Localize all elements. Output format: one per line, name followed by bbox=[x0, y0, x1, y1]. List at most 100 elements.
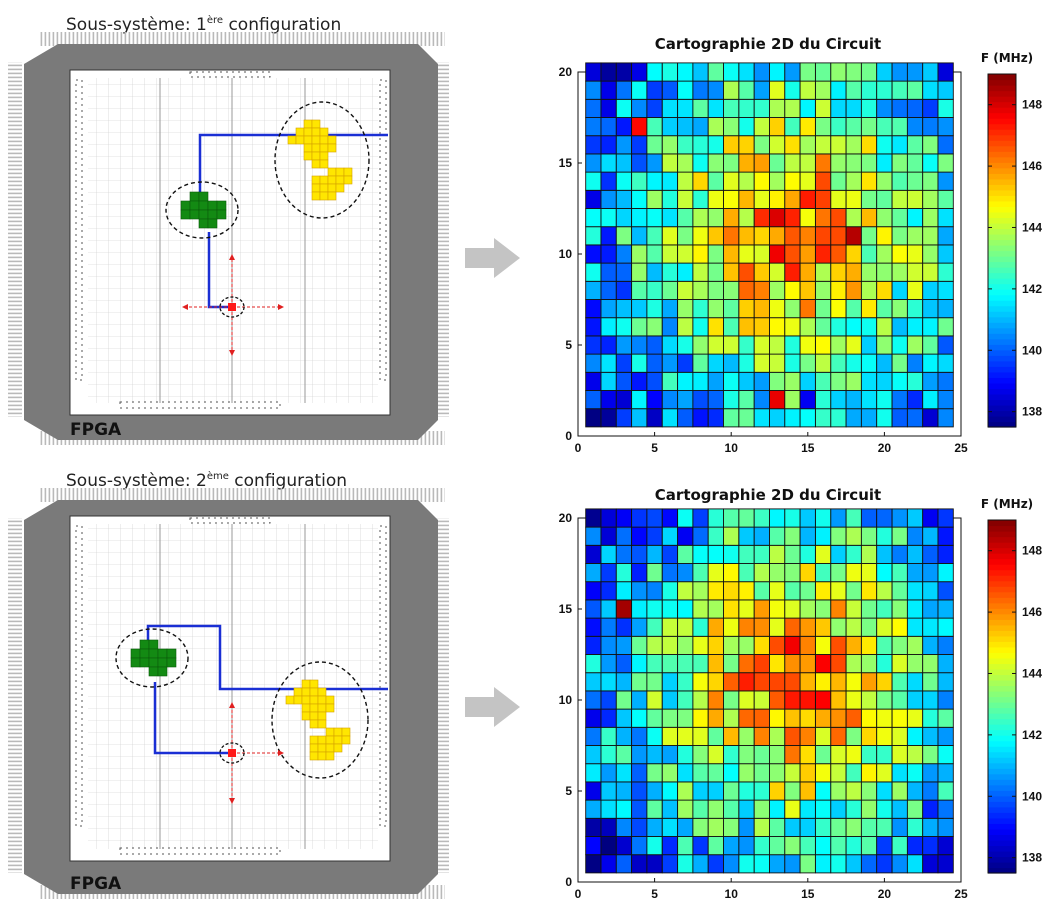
colorbar-segment bbox=[988, 613, 1016, 620]
heatmap-cell bbox=[646, 371, 663, 391]
colorbar-segment bbox=[988, 536, 1016, 543]
heatmap-cell bbox=[922, 62, 939, 82]
heatmap-cell bbox=[784, 836, 801, 856]
heatmap-cell bbox=[677, 317, 694, 337]
heatmap-cell bbox=[799, 763, 816, 783]
heatmap-cell bbox=[860, 299, 878, 319]
heatmap-cell bbox=[738, 836, 755, 856]
heatmap-cell bbox=[891, 617, 908, 637]
block-boundary bbox=[274, 101, 370, 219]
heatmap-cell bbox=[646, 745, 663, 765]
heatmap-cell bbox=[922, 708, 939, 728]
heatmap-cell bbox=[830, 726, 847, 746]
colorbar-segment bbox=[988, 657, 1016, 665]
heatmap-cell bbox=[845, 335, 862, 355]
heatmap-cell bbox=[677, 599, 694, 619]
ring-oscillator-sensor bbox=[228, 303, 236, 311]
heatmap-cell bbox=[723, 508, 740, 528]
colorbar-segment bbox=[988, 856, 1016, 863]
heatmap-cell bbox=[753, 62, 770, 82]
heatmap-cell bbox=[692, 654, 709, 674]
heatmap-cells bbox=[585, 62, 954, 428]
heatmap-cell bbox=[753, 244, 770, 264]
heatmap-cell bbox=[799, 371, 816, 391]
heatmap-cell bbox=[600, 335, 617, 355]
heatmap-cell bbox=[753, 117, 770, 137]
heatmap-cell bbox=[784, 854, 801, 874]
heatmap-cell bbox=[830, 544, 847, 564]
heatmap-cell bbox=[707, 208, 724, 228]
heatmap-cell bbox=[615, 153, 633, 173]
colorbar-segment bbox=[988, 355, 1016, 362]
heatmap-cell bbox=[677, 544, 694, 564]
heatmap-cell bbox=[646, 563, 663, 583]
heatmap-cell bbox=[631, 353, 648, 373]
colorbar-segment bbox=[988, 586, 1016, 593]
heatmap-cell bbox=[723, 781, 740, 801]
colorbar-frame bbox=[987, 73, 1017, 428]
heatmap-cell bbox=[631, 799, 648, 819]
heatmap-cell bbox=[707, 854, 724, 874]
heatmap-cell bbox=[600, 654, 617, 674]
heatmap-cell bbox=[692, 726, 709, 746]
heatmap-cell bbox=[769, 262, 786, 282]
heatmap-cell bbox=[937, 408, 954, 428]
sensor-boundary bbox=[219, 296, 245, 318]
heatmap-cell bbox=[615, 280, 633, 300]
heatmap-cell bbox=[769, 408, 786, 428]
heatmap-cell bbox=[876, 563, 893, 583]
heatmap-cell bbox=[738, 390, 755, 410]
heatmap-cell bbox=[585, 153, 602, 173]
heatmap-cell bbox=[845, 854, 862, 874]
colorbar-tick-label: 148 bbox=[1022, 544, 1042, 558]
heatmap-cell bbox=[707, 62, 724, 82]
colorbar-segment bbox=[988, 575, 1016, 582]
heatmap-cell bbox=[906, 781, 924, 801]
heatmap-cell bbox=[784, 208, 801, 228]
heatmap-cell bbox=[860, 854, 878, 874]
heatmap-cell bbox=[891, 544, 908, 564]
heatmap-cell bbox=[753, 390, 770, 410]
heatmap-cell bbox=[830, 654, 847, 674]
heatmap-cell bbox=[906, 390, 924, 410]
config-panel-1: Sous-système: 1ère configuration bbox=[8, 14, 1042, 455]
colorbar-segment bbox=[988, 404, 1016, 412]
heatmap-cell bbox=[769, 153, 786, 173]
heatmap-cell bbox=[585, 280, 602, 300]
heatmap-cell bbox=[615, 262, 633, 282]
heatmap-cell bbox=[906, 690, 924, 710]
heatmap-cell bbox=[631, 726, 648, 746]
fpga-chip: FPGA bbox=[8, 32, 449, 445]
heatmap-cell bbox=[661, 317, 679, 337]
heatmap-cell bbox=[769, 799, 786, 819]
heatmap-cell bbox=[661, 817, 679, 837]
heatmap-cell bbox=[815, 226, 832, 246]
heatmap-cell bbox=[769, 117, 786, 137]
heatmap-cell bbox=[830, 153, 847, 173]
heatmap-cell bbox=[692, 836, 709, 856]
heatmap-cell bbox=[860, 745, 878, 765]
heatmap-cell bbox=[646, 581, 663, 601]
heatmap-cell bbox=[845, 390, 862, 410]
heatmap-cell bbox=[692, 335, 709, 355]
heatmap-cell bbox=[646, 98, 663, 118]
heatmap-cell bbox=[830, 526, 847, 546]
heatmap-cell bbox=[891, 799, 908, 819]
heatmap-cell bbox=[723, 335, 740, 355]
heatmap-cell bbox=[830, 672, 847, 692]
heatmap-cell bbox=[692, 690, 709, 710]
heatmap-cell bbox=[815, 617, 832, 637]
heatmap-cell bbox=[723, 526, 740, 546]
heatmap-cell bbox=[906, 244, 924, 264]
heatmap-cell bbox=[784, 526, 801, 546]
heatmap-cell bbox=[937, 781, 954, 801]
heatmap-cell bbox=[600, 617, 617, 637]
heatmap-cell bbox=[707, 563, 724, 583]
heatmap-cell bbox=[922, 80, 939, 100]
heatmap-cell bbox=[738, 745, 755, 765]
panel-title: Sous-système: 1ère configuration bbox=[66, 14, 341, 35]
heatmap-cell bbox=[677, 171, 694, 191]
heatmap-cell bbox=[646, 226, 663, 246]
heatmap-cell bbox=[937, 335, 954, 355]
heatmap-cell bbox=[891, 208, 908, 228]
